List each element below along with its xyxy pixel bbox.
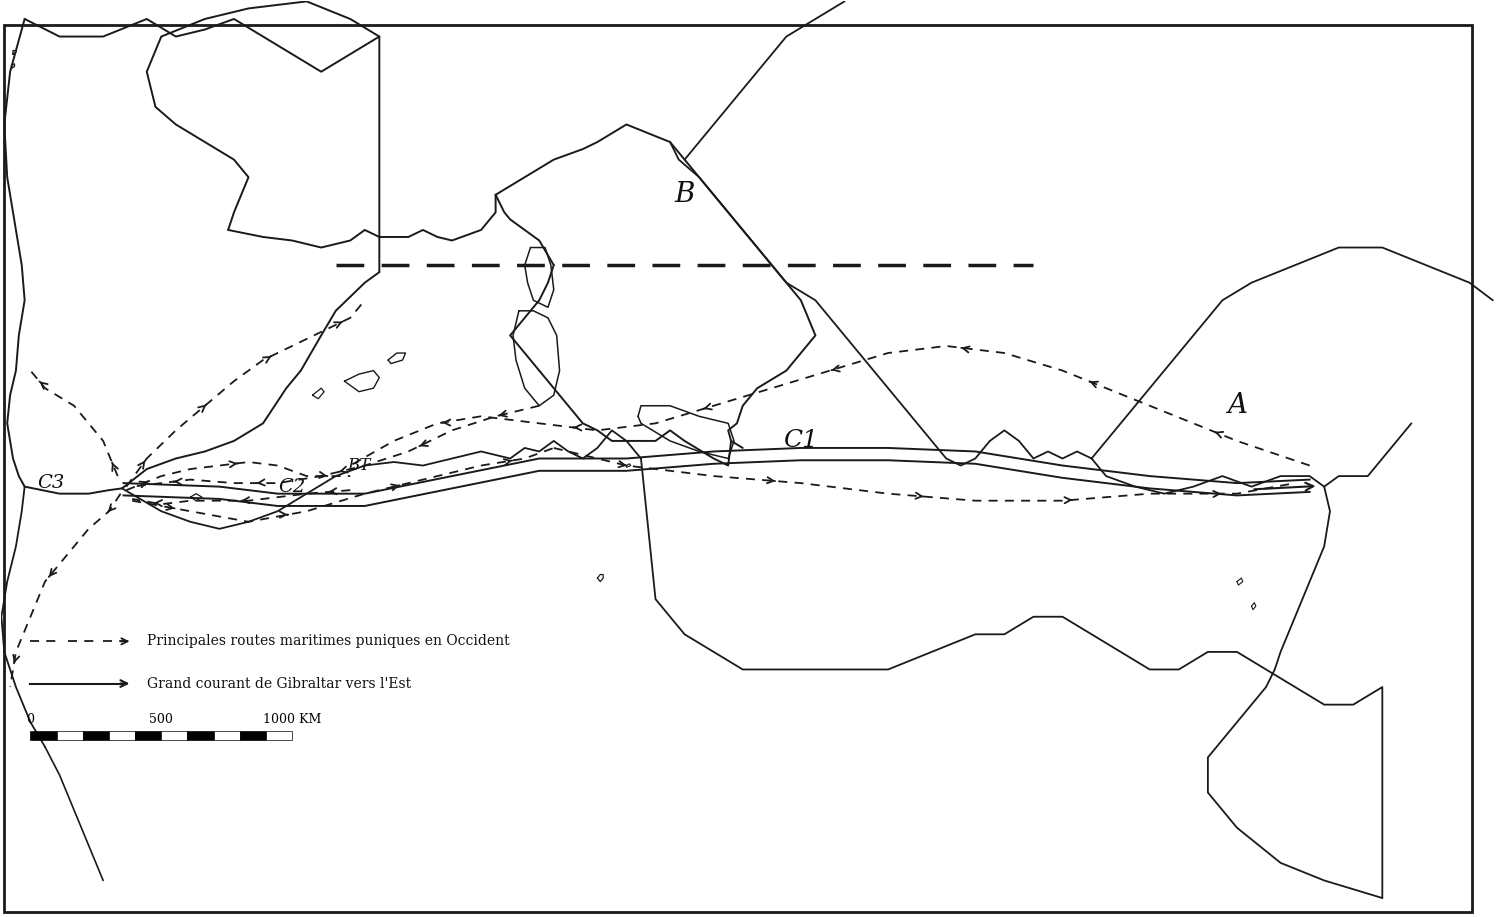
Text: C1: C1: [783, 429, 819, 452]
Bar: [110, 731, 135, 740]
Text: B: B: [675, 182, 694, 208]
Bar: [266, 731, 292, 740]
Bar: [57, 731, 82, 740]
Text: C2: C2: [279, 478, 306, 495]
Text: BT: BT: [348, 457, 370, 474]
Bar: [240, 731, 266, 740]
Text: Principales routes maritimes puniques en Occident: Principales routes maritimes puniques en…: [147, 635, 510, 648]
Bar: [135, 731, 162, 740]
Text: C3: C3: [38, 474, 64, 492]
Bar: [30, 731, 57, 740]
Bar: [213, 731, 240, 740]
Text: Grand courant de Gibraltar vers l'Est: Grand courant de Gibraltar vers l'Est: [147, 677, 411, 691]
Text: 1000 KM: 1000 KM: [262, 713, 321, 725]
Bar: [162, 731, 188, 740]
Bar: [82, 731, 110, 740]
Bar: [188, 731, 213, 740]
Text: 500: 500: [150, 713, 172, 725]
Text: 0: 0: [27, 713, 34, 725]
Text: A: A: [1227, 392, 1246, 419]
